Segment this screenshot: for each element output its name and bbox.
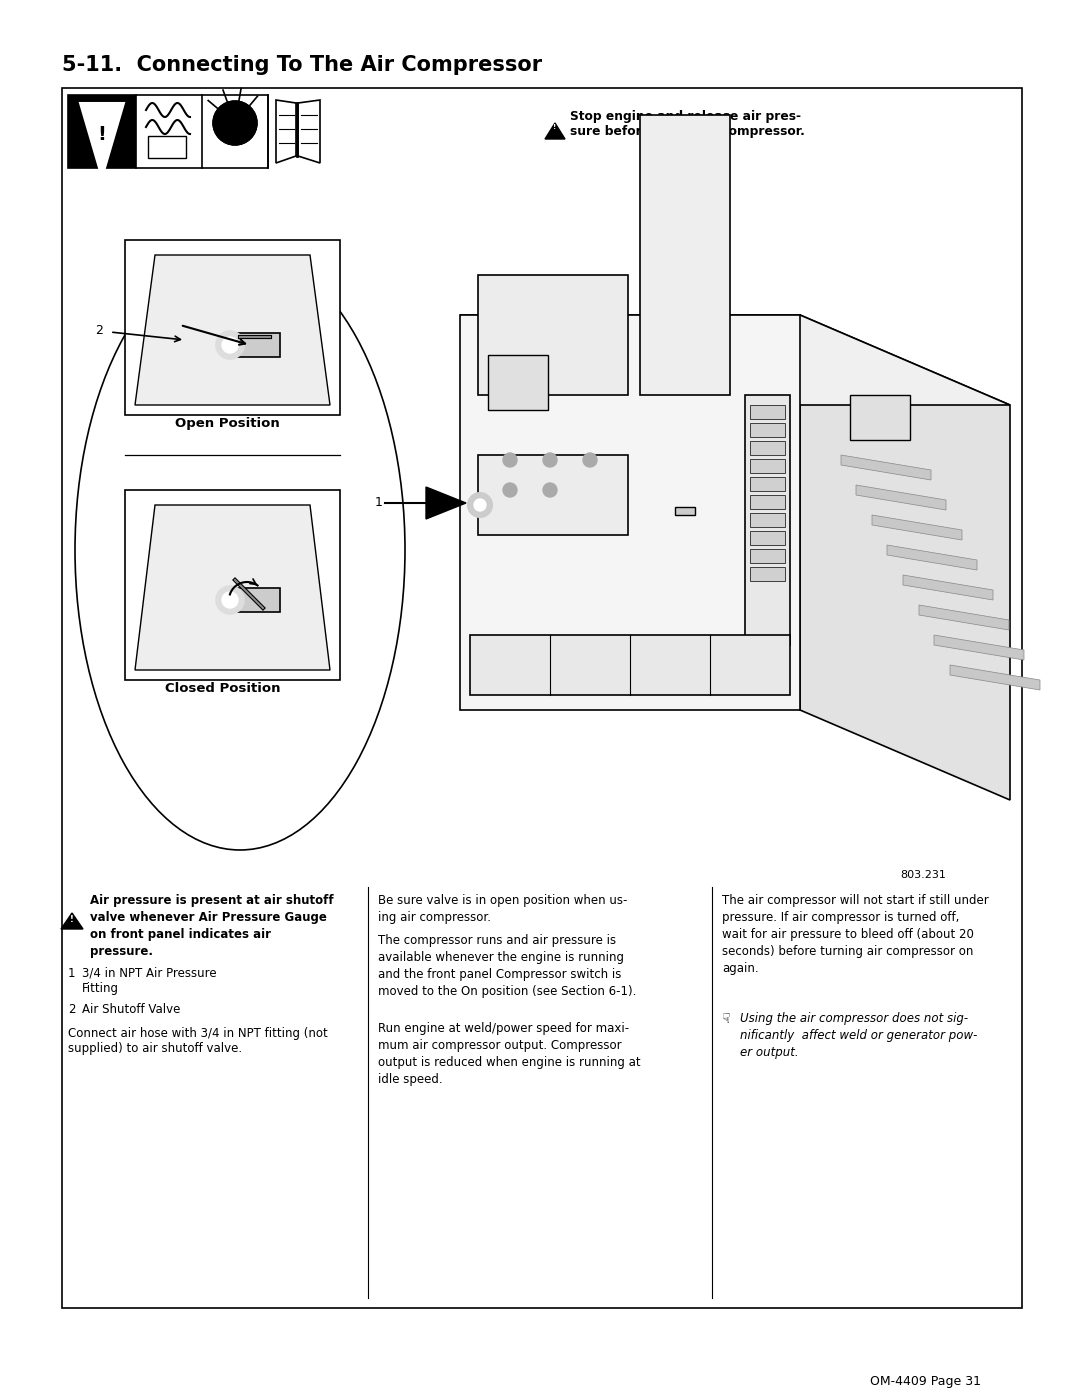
- Bar: [225, 588, 280, 612]
- Text: ☟: ☟: [723, 1011, 730, 1025]
- Text: Run engine at weld/power speed for maxi-
mum air compressor output. Compressor
o: Run engine at weld/power speed for maxi-…: [378, 1023, 640, 1085]
- Polygon shape: [135, 504, 330, 671]
- Text: !: !: [97, 124, 107, 144]
- Bar: [68, 95, 268, 168]
- Bar: [750, 476, 785, 490]
- Bar: [750, 460, 785, 474]
- Bar: [591, 353, 609, 365]
- Bar: [125, 490, 340, 680]
- Text: 1: 1: [375, 496, 383, 510]
- Circle shape: [474, 499, 486, 511]
- Text: !: !: [70, 915, 73, 923]
- Circle shape: [583, 453, 597, 467]
- Bar: [470, 636, 789, 694]
- Bar: [750, 513, 785, 527]
- Polygon shape: [80, 103, 124, 177]
- Circle shape: [222, 592, 238, 608]
- Polygon shape: [460, 314, 1010, 405]
- Circle shape: [213, 101, 257, 145]
- Circle shape: [543, 453, 557, 467]
- Text: Using the air compressor does not sig-
nificantly  affect weld or generator pow-: Using the air compressor does not sig- n…: [740, 1011, 977, 1059]
- Bar: [148, 136, 186, 158]
- Circle shape: [503, 483, 517, 497]
- Bar: [640, 115, 730, 395]
- Bar: [750, 423, 785, 437]
- Bar: [750, 405, 785, 419]
- Polygon shape: [841, 455, 931, 481]
- Bar: [675, 244, 693, 305]
- Circle shape: [222, 337, 238, 353]
- Polygon shape: [60, 914, 83, 929]
- Bar: [745, 395, 789, 645]
- Text: Closed Position: Closed Position: [165, 682, 281, 694]
- Text: Stop engine and release air pres-
sure before servicing compressor.: Stop engine and release air pres- sure b…: [570, 110, 805, 138]
- Text: 2: 2: [68, 1003, 76, 1016]
- Polygon shape: [934, 636, 1024, 659]
- Bar: [460, 314, 800, 710]
- Text: 803.231: 803.231: [900, 870, 946, 880]
- Circle shape: [543, 483, 557, 497]
- Bar: [125, 240, 340, 415]
- Bar: [225, 332, 280, 358]
- Ellipse shape: [75, 250, 405, 849]
- Text: 5-11.  Connecting To The Air Compressor: 5-11. Connecting To The Air Compressor: [62, 54, 542, 75]
- Bar: [68, 95, 136, 168]
- Polygon shape: [903, 576, 993, 599]
- Polygon shape: [298, 101, 320, 163]
- Polygon shape: [887, 545, 977, 570]
- Bar: [750, 495, 785, 509]
- Text: The compressor runs and air pressure is
available whenever the engine is running: The compressor runs and air pressure is …: [378, 935, 636, 997]
- Circle shape: [216, 331, 244, 359]
- Polygon shape: [276, 101, 296, 163]
- Bar: [478, 275, 627, 395]
- Text: The air compressor will not start if still under
pressure. If air compressor is : The air compressor will not start if sti…: [723, 894, 989, 975]
- Polygon shape: [426, 488, 465, 520]
- Bar: [478, 455, 627, 535]
- Bar: [850, 395, 910, 440]
- Polygon shape: [856, 485, 946, 510]
- Text: Air pressure is present at air shutoff
valve whenever Air Pressure Gauge
on fron: Air pressure is present at air shutoff v…: [90, 894, 334, 958]
- Polygon shape: [135, 256, 330, 405]
- Text: Be sure valve is in open position when us-
ing air compressor.: Be sure valve is in open position when u…: [378, 894, 627, 923]
- Bar: [750, 441, 785, 455]
- Bar: [750, 531, 785, 545]
- Text: Connect air hose with 3/4 in NPT fitting (not
supplied) to air shutoff valve.: Connect air hose with 3/4 in NPT fitting…: [68, 1027, 327, 1055]
- Polygon shape: [919, 605, 1009, 630]
- Circle shape: [213, 101, 257, 145]
- Circle shape: [216, 585, 244, 615]
- Text: Open Position: Open Position: [175, 416, 280, 430]
- Text: 2: 2: [95, 324, 103, 337]
- Bar: [488, 355, 548, 409]
- Bar: [750, 549, 785, 563]
- Text: Air Shutoff Valve: Air Shutoff Valve: [82, 1003, 180, 1016]
- Text: !: !: [553, 124, 556, 130]
- Circle shape: [468, 493, 492, 517]
- Circle shape: [503, 453, 517, 467]
- Polygon shape: [950, 665, 1040, 690]
- Bar: [675, 507, 696, 515]
- Polygon shape: [545, 123, 565, 138]
- Text: 1: 1: [68, 967, 76, 981]
- Text: OM-4409 Page 31: OM-4409 Page 31: [870, 1375, 981, 1389]
- Polygon shape: [872, 515, 962, 541]
- Bar: [62, 88, 1022, 1308]
- Polygon shape: [800, 314, 1010, 800]
- Bar: [750, 567, 785, 581]
- Text: 3/4 in NPT Air Pressure
Fitting: 3/4 in NPT Air Pressure Fitting: [82, 967, 217, 995]
